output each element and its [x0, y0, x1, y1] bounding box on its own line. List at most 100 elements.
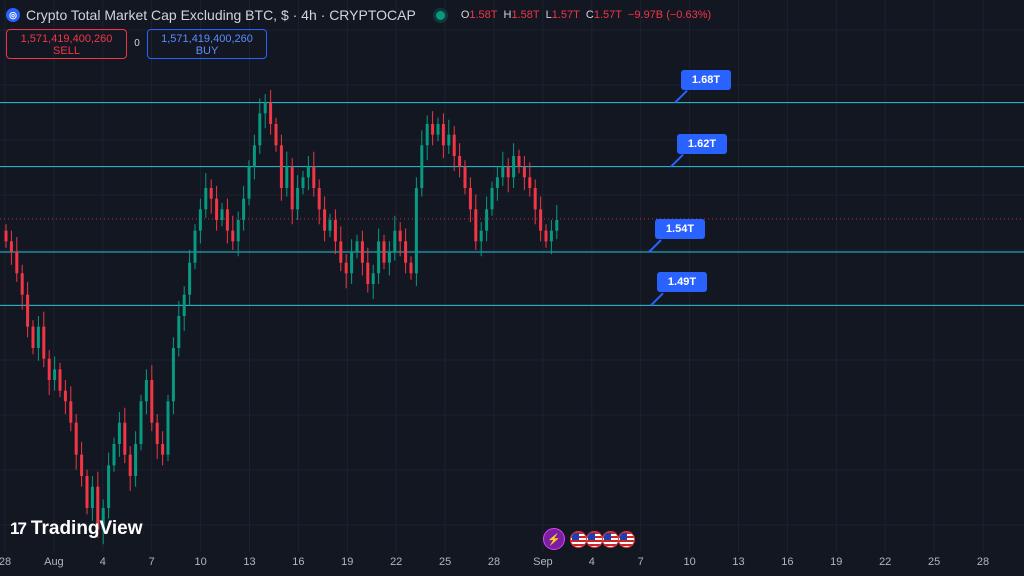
candle-body — [144, 380, 148, 402]
candle-body — [355, 241, 359, 252]
time-axis-tick: 13 — [243, 556, 256, 568]
candle-body — [404, 241, 408, 263]
candle-body — [215, 198, 219, 220]
tradingview-logo-text: TradingView — [30, 518, 143, 539]
candle-body — [74, 422, 78, 455]
candle-body — [301, 177, 305, 188]
candle-body — [463, 166, 467, 188]
candle-body — [377, 241, 381, 274]
candle-body — [333, 220, 337, 242]
candle-body — [63, 390, 67, 402]
candle-body — [139, 401, 143, 444]
candle-body — [323, 209, 327, 231]
symbol-title[interactable]: Crypto Total Market Cap Excluding BTC, $… — [26, 7, 416, 23]
time-axis-tick: 19 — [830, 556, 843, 568]
buy-button[interactable]: 1,571,419,400,260 BUY — [147, 29, 267, 59]
candle-body — [150, 380, 154, 423]
time-axis-tick: 4 — [99, 556, 106, 568]
level-label[interactable]: 1.62T — [677, 133, 727, 154]
price-chart[interactable] — [0, 0, 1024, 552]
us-flag-icon[interactable] — [602, 530, 619, 548]
events-bar[interactable]: ⚡ — [543, 528, 635, 550]
tradingview-logo[interactable]: 17 TradingView — [10, 518, 143, 540]
time-axis-tick: 4 — [588, 556, 595, 568]
candle-body — [36, 326, 40, 348]
candle-body — [236, 220, 240, 242]
symbol-header[interactable]: ◎ Crypto Total Market Cap Excluding BTC,… — [6, 5, 711, 25]
time-axis-tick: 25 — [927, 556, 941, 568]
candle-body — [112, 444, 116, 466]
candle-body — [285, 166, 289, 188]
candle-body — [468, 188, 472, 210]
spread-value: 0 — [134, 38, 140, 49]
candle-body — [31, 326, 35, 348]
sell-button[interactable]: 1,571,419,400,260 SELL — [6, 29, 127, 59]
candle-body — [161, 444, 165, 455]
candle-body — [296, 188, 300, 210]
market-status-icon — [435, 10, 445, 20]
candle-body — [528, 177, 532, 188]
candle-body — [220, 209, 224, 220]
level-label[interactable]: 1.54T — [655, 219, 705, 239]
candle-body — [387, 252, 391, 263]
time-axis-tick: 28 — [0, 556, 12, 568]
candle-body — [258, 113, 262, 146]
candle-body — [533, 188, 537, 210]
candle-body — [522, 166, 526, 178]
candle-body — [409, 262, 413, 274]
candle-body — [517, 156, 521, 167]
us-flag-icon[interactable] — [618, 530, 635, 548]
time-axis[interactable]: 28 Aug 4 7 10 13 16 19 22 25 28 Sep 4 7 10 13 16 19 22 25 28 — [0, 552, 1024, 576]
candle-body — [398, 230, 402, 242]
candle-body — [393, 230, 397, 252]
candle-body — [80, 454, 84, 476]
candle-body — [447, 134, 451, 146]
candle-body — [188, 262, 192, 295]
sell-label: SELL — [53, 45, 80, 57]
candle-body — [382, 241, 386, 263]
candle-body — [360, 241, 364, 263]
time-axis-tick: 25 — [438, 556, 452, 568]
candle-body — [312, 166, 316, 188]
candle-body — [485, 209, 489, 231]
candle-body — [279, 145, 283, 188]
time-axis-tick: 28 — [487, 556, 501, 568]
candle-body — [247, 166, 251, 199]
candle-body — [155, 422, 159, 444]
time-axis-tick: 10 — [683, 556, 696, 568]
candle-body — [225, 209, 229, 231]
candle-body — [549, 230, 553, 242]
time-axis-tick: 16 — [292, 556, 305, 568]
candle-body — [193, 230, 197, 263]
candle-body — [414, 188, 418, 274]
candle-body — [252, 145, 256, 167]
candle-body — [117, 422, 121, 444]
candle-body — [198, 209, 202, 231]
candle-body — [350, 252, 354, 274]
candle-body — [344, 262, 348, 274]
level-pointer — [674, 89, 688, 104]
candle-body — [209, 188, 213, 199]
level-label[interactable]: 1.68T — [681, 69, 731, 90]
level-label[interactable]: 1.49T — [657, 272, 707, 293]
candle-body — [512, 156, 516, 178]
lightning-icon[interactable]: ⚡ — [543, 528, 565, 550]
time-axis-tick: 7 — [637, 556, 644, 568]
time-axis-tick: 13 — [732, 556, 745, 568]
candle-body — [290, 166, 294, 210]
candle-body — [441, 124, 445, 146]
level-pointer — [650, 292, 664, 307]
time-axis-tick: 7 — [148, 556, 155, 568]
candle-body — [171, 348, 175, 402]
candle-body — [474, 209, 478, 242]
sell-price: 1,571,419,400,260 — [20, 33, 113, 45]
us-flag-icon[interactable] — [586, 530, 603, 548]
time-axis-tick: 16 — [781, 556, 794, 568]
candle-body — [47, 358, 51, 380]
candle-body — [479, 230, 483, 242]
candle-body — [42, 326, 46, 359]
candle-body — [436, 124, 440, 135]
candle-body — [96, 486, 100, 530]
us-flag-icon[interactable] — [570, 530, 587, 548]
ohlc-legend: O1.58T H1.58T L1.57T C1.57T −9.97B (−0.6… — [460, 9, 712, 21]
